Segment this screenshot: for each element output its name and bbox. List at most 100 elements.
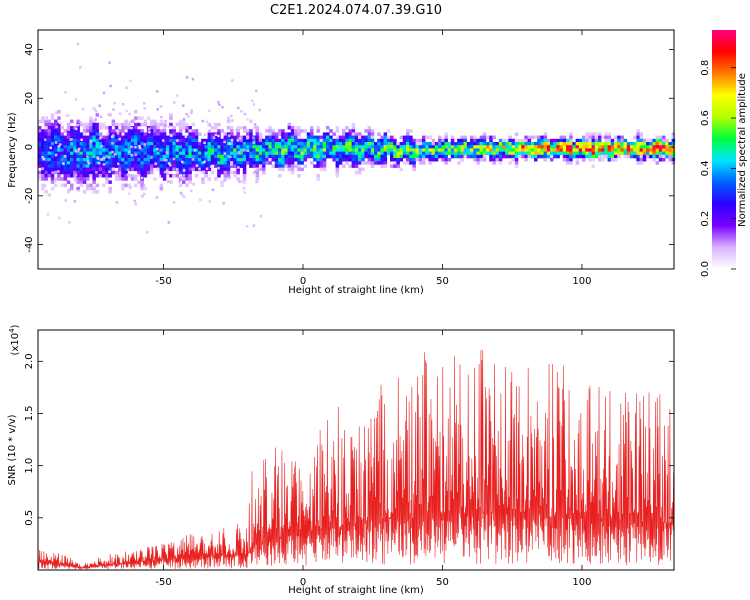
spectrogram-cell bbox=[617, 151, 621, 156]
spectrogram-cell bbox=[191, 158, 195, 161]
spectrogram-cell bbox=[210, 145, 215, 149]
spectrogram-cell bbox=[57, 151, 61, 156]
spectrogram-cell bbox=[345, 158, 349, 162]
spectrogram-cell bbox=[329, 154, 333, 159]
spectrogram-cell bbox=[102, 163, 106, 166]
spectrogram-cell bbox=[255, 158, 260, 162]
spectrogram-cell bbox=[351, 151, 356, 156]
spectrogram-cell bbox=[511, 154, 516, 159]
spectrogram-cell bbox=[438, 154, 442, 159]
spectrogram-cell bbox=[114, 164, 119, 168]
spectrogram-cell bbox=[594, 151, 599, 156]
spectrogram-cell bbox=[425, 154, 429, 159]
spectrogram-cell bbox=[601, 154, 605, 159]
spectrogram-cell bbox=[47, 170, 52, 175]
spectrogram-cell bbox=[665, 142, 669, 146]
spectrogram-cell bbox=[530, 151, 535, 156]
spectrogram-cell bbox=[428, 145, 432, 149]
spectrogram-cell bbox=[460, 148, 464, 152]
spectrogram-cell bbox=[345, 145, 349, 149]
spectrogram-cell bbox=[329, 148, 333, 152]
spectrogram-cell bbox=[114, 174, 119, 178]
spectrogram-cell bbox=[454, 142, 458, 146]
spectrogram-cell bbox=[38, 119, 42, 124]
spectrogram-cell bbox=[460, 138, 464, 143]
spectrogram-cell bbox=[166, 145, 170, 149]
spectrogram-cell bbox=[134, 164, 138, 168]
spectrogram-cell bbox=[335, 164, 340, 168]
spectrogram-cell bbox=[217, 170, 221, 175]
spectrogram-cell bbox=[284, 135, 288, 140]
spectrogram-cell bbox=[137, 138, 141, 143]
spectrogram-cell bbox=[265, 135, 269, 140]
spectrogram-cell bbox=[370, 161, 375, 165]
spectrogram-cell bbox=[479, 154, 484, 159]
spectrogram-cell bbox=[108, 170, 111, 173]
colorbar-gradient bbox=[712, 30, 736, 269]
spectrogram-cell bbox=[281, 151, 285, 156]
spectrogram-cell bbox=[121, 142, 125, 146]
spectrogram-cell bbox=[195, 164, 199, 167]
spectrogram-cell bbox=[524, 138, 528, 143]
spectrogram-cell bbox=[121, 122, 125, 127]
spectrogram-cell bbox=[204, 164, 208, 168]
spectrogram-cell bbox=[322, 142, 327, 146]
spectrogram-cell bbox=[74, 150, 78, 153]
spectrogram-cell bbox=[306, 145, 311, 149]
spectrogram-cell bbox=[89, 164, 93, 168]
spectrogram-cell bbox=[351, 132, 356, 136]
spectrogram-cell bbox=[319, 135, 324, 140]
spectrogram-cell bbox=[175, 154, 180, 159]
spectrogram-cell bbox=[50, 122, 55, 127]
spectrogram-cell bbox=[521, 154, 525, 159]
spectrogram-cell bbox=[162, 154, 167, 159]
spectrogram-cell bbox=[159, 145, 164, 149]
spectrogram-cell bbox=[444, 161, 448, 165]
spectrogram-cell bbox=[662, 158, 666, 162]
spectrogram-cell bbox=[137, 116, 141, 120]
spectrogram-cell bbox=[281, 145, 285, 149]
spectrogram-cell bbox=[185, 148, 189, 152]
spectrogram-cell bbox=[370, 145, 375, 149]
spectrogram-cell bbox=[265, 138, 269, 143]
spectrogram-cell bbox=[482, 132, 487, 136]
spectrogram-cell bbox=[150, 164, 154, 168]
spectrogram-cell bbox=[86, 174, 90, 178]
spectrogram-cell bbox=[636, 142, 640, 146]
spectrogram-cell bbox=[591, 164, 596, 168]
spectrogram-cell bbox=[256, 179, 259, 183]
spectrogram-cell bbox=[374, 161, 378, 165]
spectrogram-cell bbox=[137, 180, 141, 184]
spectrogram-cell bbox=[166, 167, 170, 172]
spectrogram-cell bbox=[121, 103, 125, 106]
spectrogram-cell bbox=[159, 135, 164, 140]
spectrogram-cell bbox=[220, 164, 224, 168]
spectrogram-cell bbox=[182, 151, 186, 156]
spectrogram-cell bbox=[498, 161, 503, 165]
spectrogram-cell bbox=[418, 145, 423, 149]
spectrogram-cell bbox=[460, 145, 464, 149]
spectrogram-cell bbox=[185, 167, 189, 172]
spectrogram-cell bbox=[284, 158, 288, 162]
spectrogram-cell bbox=[96, 156, 99, 159]
spectrogram-cell bbox=[617, 148, 621, 152]
spectrogram-cell bbox=[230, 129, 234, 133]
spectrogram-cell bbox=[124, 151, 128, 156]
spectrogram-cell bbox=[54, 135, 58, 140]
spectrogram-cell bbox=[214, 161, 218, 165]
spectrogram-cell bbox=[82, 177, 87, 181]
spectrogram-cell bbox=[166, 158, 170, 162]
spectrogram-cell bbox=[345, 148, 349, 152]
spectrogram-cell bbox=[383, 148, 388, 152]
spectrogram-cell bbox=[521, 145, 525, 149]
spectrogram-cell bbox=[310, 129, 314, 133]
spectrogram-cell bbox=[614, 138, 618, 143]
spectrogram-cell bbox=[130, 161, 135, 165]
spectrogram-cell bbox=[50, 161, 55, 165]
spectrogram-cell bbox=[156, 126, 160, 130]
spectrogram-cell bbox=[591, 158, 596, 162]
spectrogram-cell bbox=[662, 148, 666, 152]
spectrogram-cell bbox=[498, 151, 503, 156]
spectrogram-cell bbox=[182, 177, 186, 181]
spectrogram-cell bbox=[118, 158, 122, 162]
